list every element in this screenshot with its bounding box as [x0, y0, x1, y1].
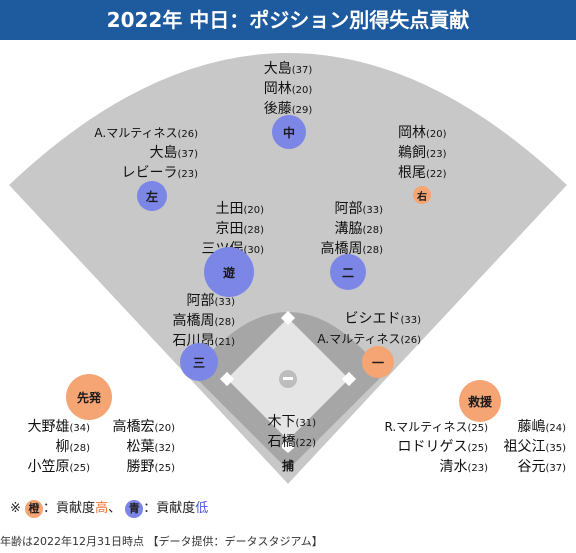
page-title: 2022年 中日：ポジション別得失点貢献 [0, 0, 576, 40]
legend-blue-chip: 青 [125, 499, 144, 518]
player: 高橋宏(20) [112, 419, 175, 435]
player: 木下(31) [267, 414, 316, 430]
catcher-marker: 捕 [281, 458, 294, 473]
reliever-marker: 救援 [459, 380, 501, 422]
legend: ※ 橙：貢献度高、 青：貢献度低 [10, 497, 208, 518]
player: 勝野(25) [126, 459, 175, 475]
player: 京田(28) [215, 221, 264, 237]
home-plate [282, 442, 294, 453]
rf-players: 岡林(20) 鵜飼(23) 根尾(22) [398, 124, 478, 184]
baseball-field [6, 53, 570, 488]
player: 岡林(20) [398, 125, 447, 141]
player: 高橋周(28) [320, 241, 383, 257]
starter-left-players: 大野雄(34) 柳(28) 小笠原(25) [10, 418, 90, 478]
foul-line-right [286, 184, 570, 488]
player: 谷元(37) [517, 459, 566, 475]
legend-separator: 、 [108, 501, 122, 516]
player: 鵜飼(23) [398, 145, 447, 161]
reliever-left-players: R.マルティネス(25) ロドリゲス(25) 清水(23) [380, 418, 488, 478]
player: 藤嶋(24) [517, 419, 566, 435]
player: 溝脇(28) [334, 221, 383, 237]
player: A.マルティネス(26) [317, 332, 421, 346]
second-base [280, 310, 296, 326]
player: 土田(20) [215, 201, 264, 217]
player: 清水(23) [439, 459, 488, 475]
legend-orange-level: 高 [95, 501, 109, 516]
player: 大島(37) [149, 145, 198, 161]
foul-line-left [6, 184, 290, 488]
player: 大野雄(34) [27, 419, 90, 435]
player: 小笠原(25) [27, 459, 90, 475]
ss-marker: 遊 [204, 247, 254, 297]
cf-players: 大島(37) 岡林(20) 後藤(29) [258, 60, 318, 120]
footer-note: 年齢は2022年12月31日時点 【データ提供：データスタジアム】 [0, 535, 323, 548]
starter-marker: 先発 [66, 374, 112, 420]
legend-blue-text: ：貢献度 [143, 501, 196, 516]
player: 松葉(32) [126, 439, 175, 455]
legend-prefix: ※ [10, 501, 21, 516]
player: 後藤(29) [263, 101, 313, 117]
third-players: 阿部(33) 高橋周(28) 石川昂(21) [150, 292, 235, 352]
player: ビシエド(33) [344, 311, 421, 327]
reliever-right-players: 藤嶋(24) 祖父江(35) 谷元(37) [488, 418, 566, 478]
rf-marker: 右 [413, 186, 431, 204]
third-marker: 三 [180, 343, 218, 381]
lf-marker: 左 [137, 181, 167, 211]
player: 大島(37) [263, 61, 313, 77]
player: R.マルティネス(25) [384, 420, 488, 434]
player: 石橋(22) [267, 434, 316, 450]
legend-blue-level: 低 [195, 501, 209, 516]
player: 阿部(33) [186, 293, 235, 309]
lf-players: A.マルティネス(26) 大島(37) レビーラ(23) [70, 124, 198, 184]
player: 祖父江(35) [503, 439, 566, 455]
first-marker: 一 [362, 346, 394, 378]
second-players: 阿部(33) 溝脇(28) 高橋周(28) [305, 200, 383, 260]
third-base [219, 371, 235, 387]
player: 高橋周(28) [172, 313, 235, 329]
legend-orange-text: ：貢献度 [43, 501, 96, 516]
cf-marker: 中 [272, 115, 306, 149]
first-players: ビシエド(33) A.マルティネス(26) [315, 310, 421, 350]
outfield-grass [8, 53, 568, 486]
catcher-players: 木下(31) 石橋(22) [250, 413, 316, 453]
player: レビーラ(23) [121, 165, 198, 181]
player: 柳(28) [55, 439, 90, 455]
player: 根尾(22) [398, 165, 447, 181]
second-marker: 二 [330, 254, 366, 290]
player: ロドリゲス(25) [397, 439, 488, 455]
player: 岡林(20) [263, 81, 313, 97]
first-base [341, 371, 357, 387]
legend-orange-chip: 橙 [25, 499, 44, 518]
pitchers-rubber [283, 377, 293, 380]
player: A.マルティネス(26) [94, 126, 198, 140]
starter-right-players: 高橋宏(20) 松葉(32) 勝野(25) [95, 418, 175, 478]
player: 阿部(33) [334, 201, 383, 217]
